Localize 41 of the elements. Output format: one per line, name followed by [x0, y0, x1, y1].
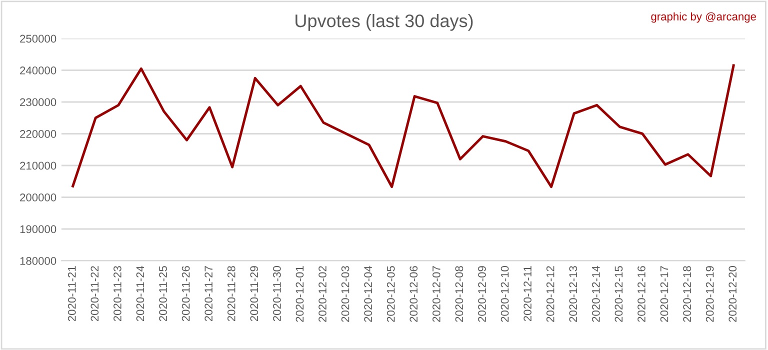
- y-tick-label: 250000: [20, 34, 56, 43]
- chart-title: Upvotes (last 30 days): [296, 14, 473, 31]
- x-tick-label: 2020-12-11: [524, 266, 532, 322]
- x-tick-label: 2020-12-09: [478, 266, 486, 322]
- text: graphic by @arcange: [651, 12, 756, 23]
- x-tick-label: 2020-11-28: [227, 266, 236, 322]
- x-tick-label: 2020-12-03: [341, 266, 350, 322]
- x-tick-label: 2020-12-02: [318, 266, 326, 322]
- y-tick-label: 200000: [20, 194, 56, 202]
- x-tick-label: 2020-11-23: [114, 266, 122, 322]
- x-tick-label: 2020-12-19: [706, 266, 714, 322]
- x-tick-label: 2020-11-29: [250, 266, 258, 322]
- y-tick-label: 180000: [20, 257, 56, 265]
- x-tick-label: 2020-11-26: [182, 266, 190, 322]
- x-tick-label: 2020-12-20: [728, 266, 737, 322]
- line-series: [72, 64, 735, 188]
- x-tick-label: 2020-12-01: [296, 266, 304, 322]
- x-tick-label: 2020-12-16: [638, 266, 646, 322]
- x-tick-label: 2020-12-10: [500, 266, 509, 322]
- x-tick-label: 2020-12-14: [592, 266, 600, 322]
- x-tick-label: 2020-12-07: [432, 266, 440, 322]
- x-tick-label: 2020-11-22: [90, 266, 99, 322]
- y-tick-label: 220000: [20, 130, 56, 138]
- x-tick-label: 2020-12-08: [455, 266, 464, 322]
- y-tick-label: 240000: [20, 66, 56, 74]
- y-tick-label: 190000: [20, 225, 56, 234]
- y-tick-label: 210000: [20, 162, 56, 170]
- x-tick-label: 2020-12-12: [546, 266, 554, 322]
- x-tick-label: 2020-12-13: [569, 266, 578, 322]
- y-tick-label: 230000: [20, 98, 56, 106]
- x-tick-label: 2020-12-17: [660, 266, 668, 322]
- x-tick-label: 2020-11-24: [136, 266, 144, 322]
- x-tick-label: 2020-11-27: [204, 266, 213, 322]
- x-tick-label: 2020-12-18: [683, 266, 691, 322]
- x-tick-label: 2020-12-15: [614, 266, 623, 322]
- x-tick-label: 2020-12-04: [364, 266, 372, 322]
- x-tick-label: 2020-12-05: [386, 266, 395, 322]
- x-tick-label: 2020-11-30: [273, 266, 281, 322]
- x-tick-label: 2020-11-25: [159, 266, 167, 322]
- x-tick-label: 2020-11-21: [68, 266, 76, 322]
- x-tick-label: 2020-12-06: [410, 266, 418, 322]
